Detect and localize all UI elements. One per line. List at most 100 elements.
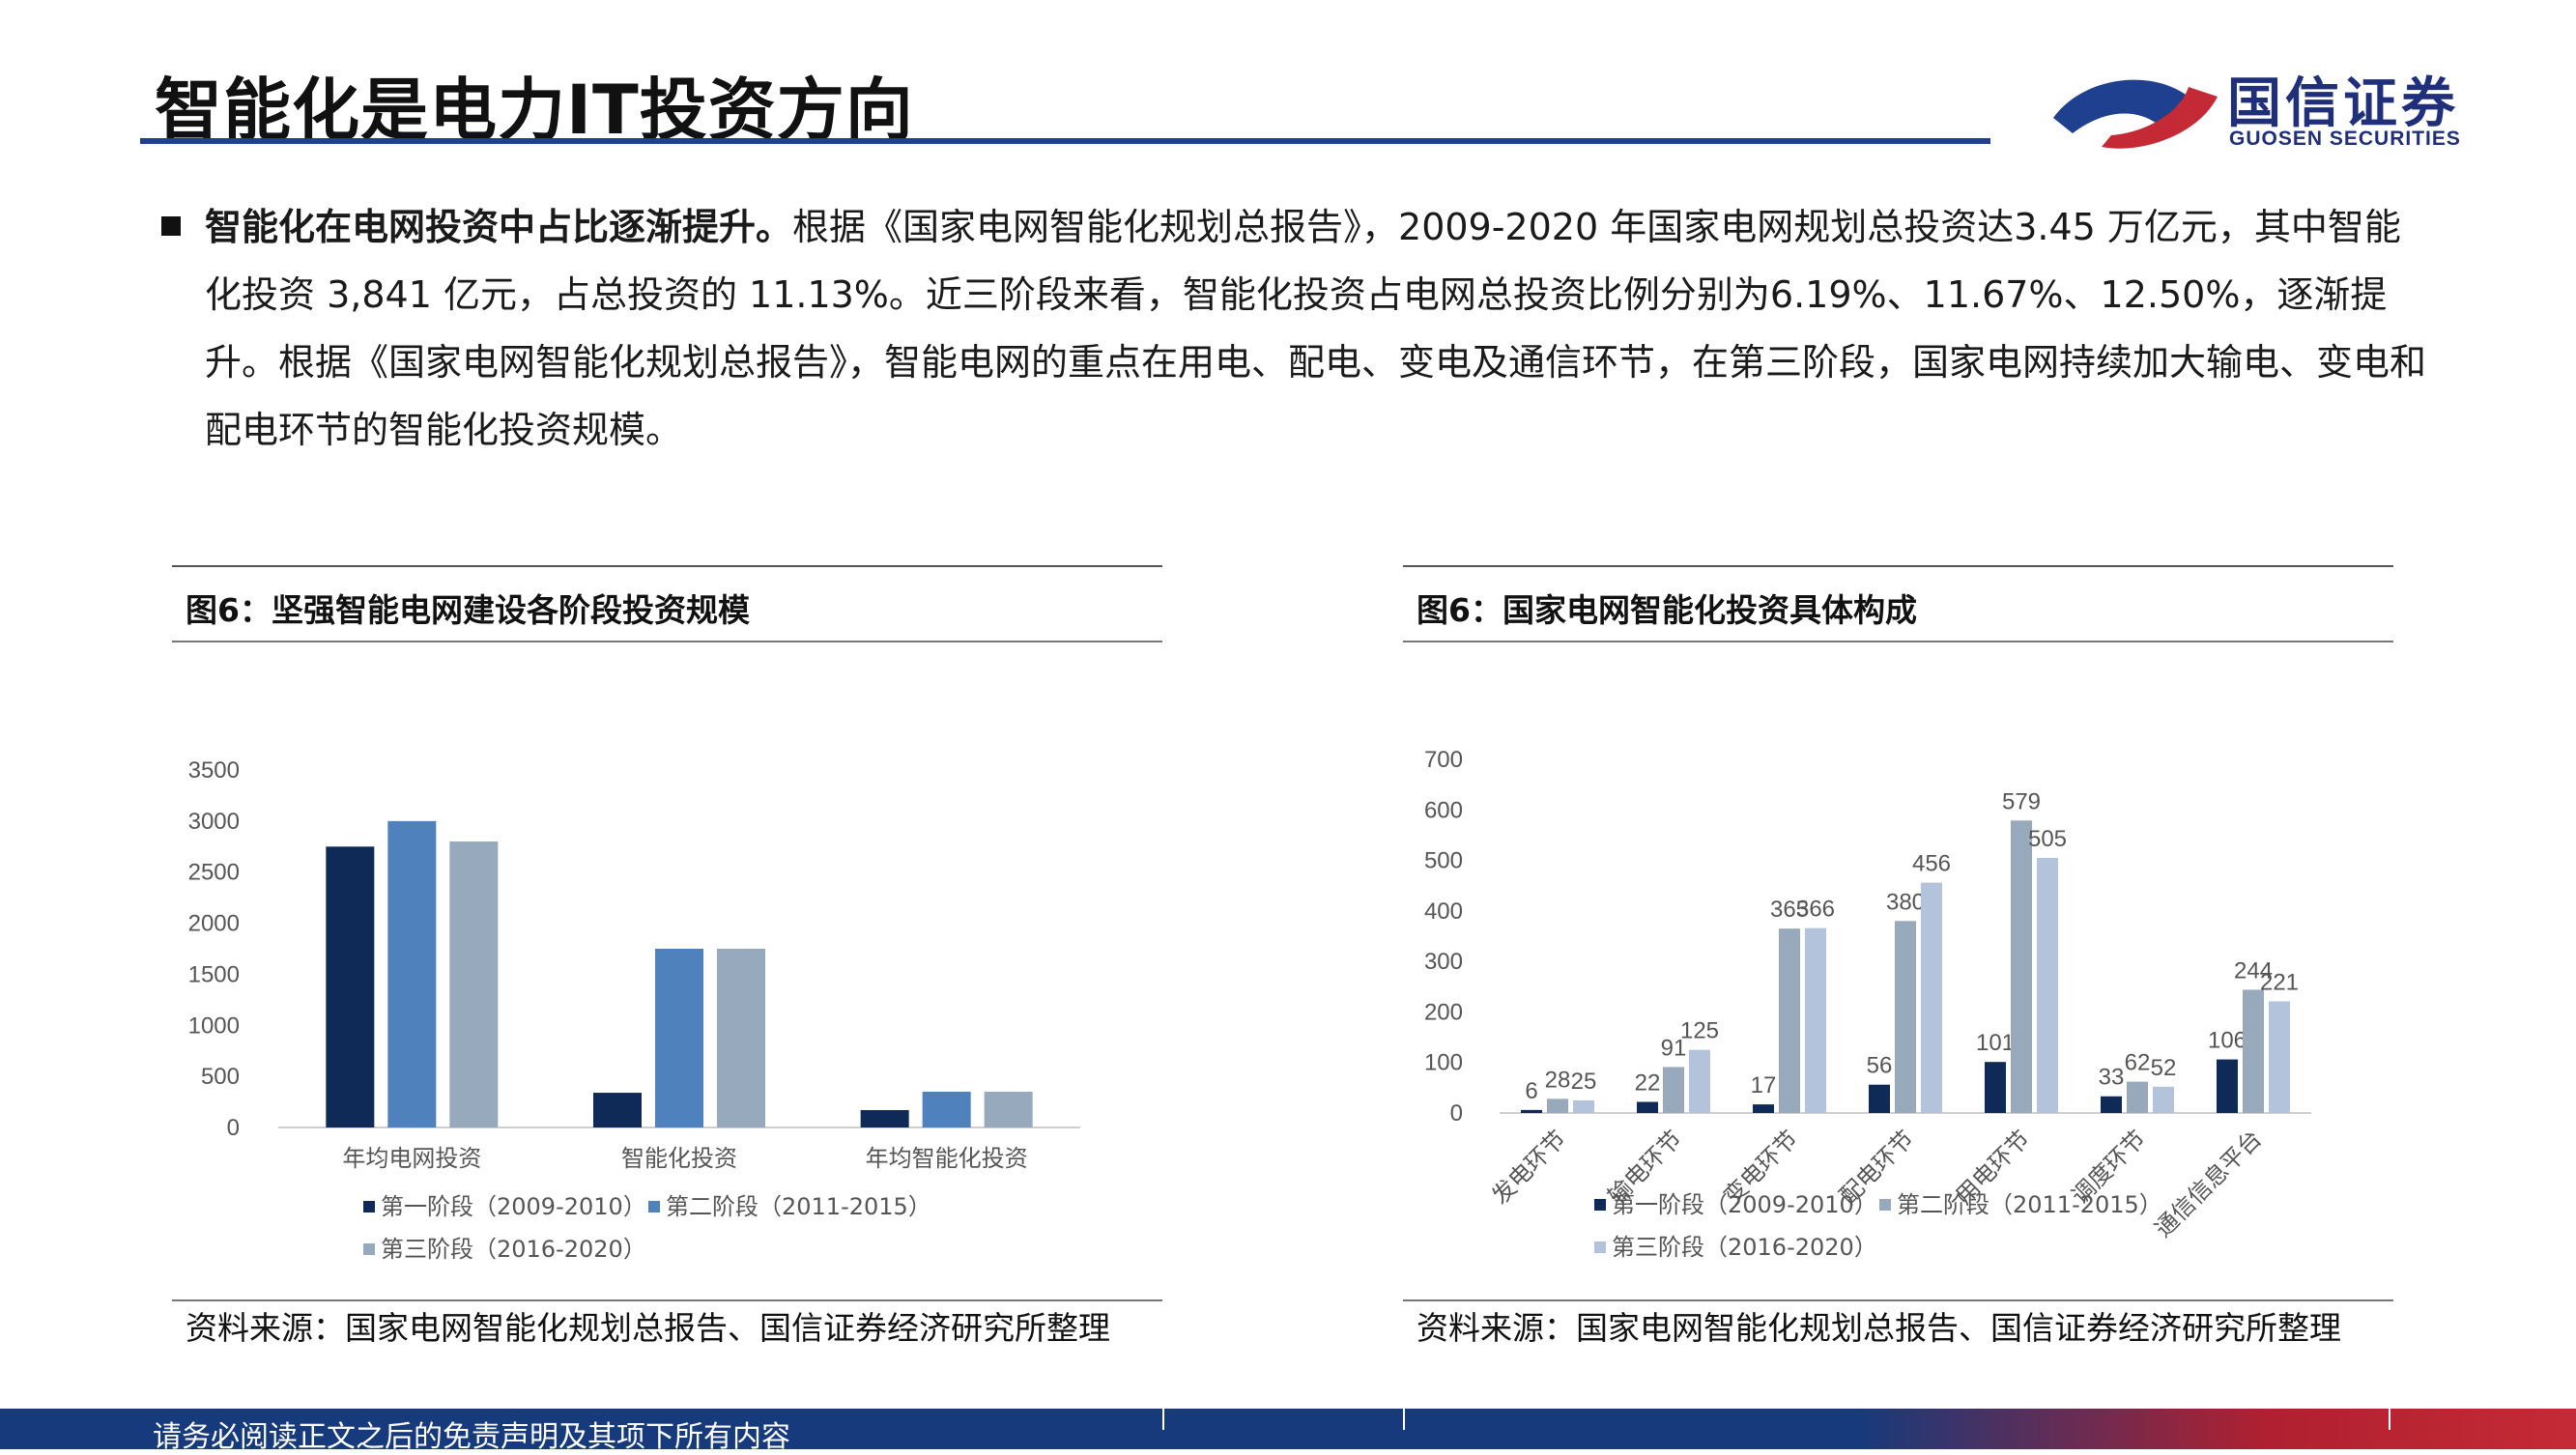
bar — [1985, 1062, 2006, 1113]
data-label: 579 — [2002, 788, 2041, 814]
bar — [922, 1092, 971, 1127]
figure-top-rule — [172, 565, 1162, 567]
data-label: 22 — [1635, 1070, 1661, 1096]
data-label: 380 — [1886, 889, 1925, 915]
data-label: 456 — [1912, 851, 1951, 877]
bar — [717, 949, 765, 1127]
figure-bottom-rule — [1403, 1299, 2393, 1301]
data-label: 365 — [1770, 897, 1809, 923]
bar — [1779, 928, 1800, 1113]
bar — [1753, 1104, 1774, 1113]
y-tick-label: 700 — [1424, 747, 1463, 773]
bar — [984, 1092, 1033, 1127]
data-label: 106 — [2208, 1028, 2247, 1054]
figure-source: 资料来源：国家电网智能化规划总报告、国信证券经济研究所整理 — [1417, 1309, 2341, 1347]
bar — [2101, 1096, 2122, 1113]
y-tick-label: 600 — [1424, 797, 1463, 823]
footer-disclaimer: 请务必阅读正文之后的免责声明及其项下所有内容 — [153, 1420, 790, 1454]
data-label: 101 — [1976, 1030, 2015, 1056]
legend-swatch — [1594, 1241, 1606, 1253]
bar — [1869, 1084, 1890, 1113]
bar — [387, 820, 437, 1127]
bar — [593, 1093, 642, 1127]
investment-scale-chart: 0 500 1000 1500 2000 2500 3000 3500 年均电网投资 智能化投资 年… — [188, 757, 1080, 1263]
y-tick-label: 0 — [1450, 1100, 1463, 1127]
y-tick-label: 100 — [1424, 1050, 1463, 1076]
legend-swatch — [1594, 1199, 1606, 1211]
legend-swatch — [648, 1201, 660, 1212]
legend-swatch — [1879, 1199, 1891, 1211]
legend-label: 第三阶段（2016-2020） — [381, 1236, 646, 1263]
legend-label: 第二阶段（2011-2015） — [1897, 1191, 2162, 1218]
footer-divider — [1162, 1409, 1164, 1430]
bar — [1805, 927, 1826, 1113]
data-label: 62 — [2125, 1050, 2151, 1076]
figure-title: 图6：坚强智能电网建设各阶段投资规模 — [186, 591, 750, 629]
footer-bar — [0, 1409, 2576, 1449]
bar — [2269, 1001, 2290, 1113]
data-label: 6 — [1525, 1078, 1537, 1104]
x-tick-label: 发电环节 — [1487, 1125, 1572, 1210]
figure-title: 图6：国家电网智能化投资具体构成 — [1417, 591, 1917, 629]
data-label: 25 — [1571, 1069, 1597, 1095]
paragraph-text: 根据《国家电网智能化规划总报告》，2009-2020 年国家电网规划总投资达3.… — [205, 206, 2427, 451]
x-tick-label: 年均电网投资 — [342, 1145, 481, 1172]
brand-name-en: GUOSEN SECURITIES — [2229, 128, 2461, 150]
legend-label: 第一阶段（2009-2010） — [381, 1193, 646, 1220]
bar — [1921, 882, 1942, 1113]
bar — [449, 842, 499, 1127]
figure-title-rule — [1403, 641, 2393, 642]
data-label: 366 — [1796, 897, 1835, 923]
figure-top-rule — [1403, 565, 2393, 567]
footer-divider — [1403, 1409, 1405, 1430]
page-title: 智能化是电力IT投资方向 — [155, 71, 914, 150]
bar — [1547, 1098, 1568, 1113]
guosen-logo-icon — [2053, 79, 2218, 149]
bar — [2037, 857, 2058, 1113]
legend-swatch — [363, 1243, 375, 1255]
x-tick-label: 年均智能化投资 — [866, 1145, 1028, 1172]
brand-name-cn: 国信证券 — [2227, 72, 2459, 135]
figure-bottom-rule — [172, 1299, 1162, 1301]
bar — [1689, 1049, 1710, 1113]
bar — [655, 949, 703, 1127]
figure-source: 资料来源：国家电网智能化规划总报告、国信证券经济研究所整理 — [186, 1309, 1110, 1347]
footer-divider — [2389, 1409, 2390, 1430]
x-tick-label: 智能化投资 — [621, 1145, 737, 1172]
bar — [2243, 989, 2264, 1113]
data-label: 17 — [1751, 1072, 1777, 1098]
bar — [860, 1110, 909, 1127]
x-tick-label: 通信信息平台 — [2150, 1125, 2268, 1242]
bar — [1637, 1101, 1658, 1113]
y-tick-label: 500 — [1424, 848, 1463, 874]
legend-label: 第一阶段（2009-2010） — [1612, 1191, 1877, 1218]
data-label: 125 — [1680, 1018, 1719, 1044]
bar — [326, 846, 375, 1127]
bar — [1521, 1109, 1542, 1113]
bar — [2011, 820, 2032, 1113]
body-paragraph: 智能化在电网投资中占比逐渐提升。根据《国家电网智能化规划总报告》，2009-20… — [205, 193, 2427, 464]
y-tick-label: 200 — [1424, 999, 1463, 1025]
y-tick-label: 400 — [1424, 899, 1463, 925]
y-tick-label: 1500 — [188, 961, 240, 987]
y-tick-label: 300 — [1424, 949, 1463, 975]
data-label: 244 — [2234, 957, 2273, 984]
y-tick-label: 500 — [201, 1064, 240, 1090]
data-label: 505 — [2028, 826, 2067, 852]
legend-swatch — [363, 1201, 375, 1212]
title-underline — [140, 138, 1990, 144]
figure-right: 图6：国家电网智能化投资具体构成 0 100 200 300 400 500 600 700 6… — [1403, 565, 2393, 1357]
bar — [1573, 1099, 1594, 1113]
y-tick-label: 2000 — [188, 911, 240, 937]
bullet-icon — [161, 216, 181, 236]
legend-label: 第二阶段（2011-2015） — [666, 1193, 931, 1220]
bar — [2217, 1059, 2238, 1113]
y-tick-label: 3000 — [188, 809, 240, 835]
y-tick-label: 0 — [227, 1115, 240, 1141]
bar — [2153, 1086, 2174, 1113]
legend-label: 第三阶段（2016-2020） — [1612, 1234, 1877, 1261]
bar — [2127, 1081, 2148, 1113]
data-label: 91 — [1661, 1035, 1687, 1061]
y-tick-label: 1000 — [188, 1013, 240, 1039]
